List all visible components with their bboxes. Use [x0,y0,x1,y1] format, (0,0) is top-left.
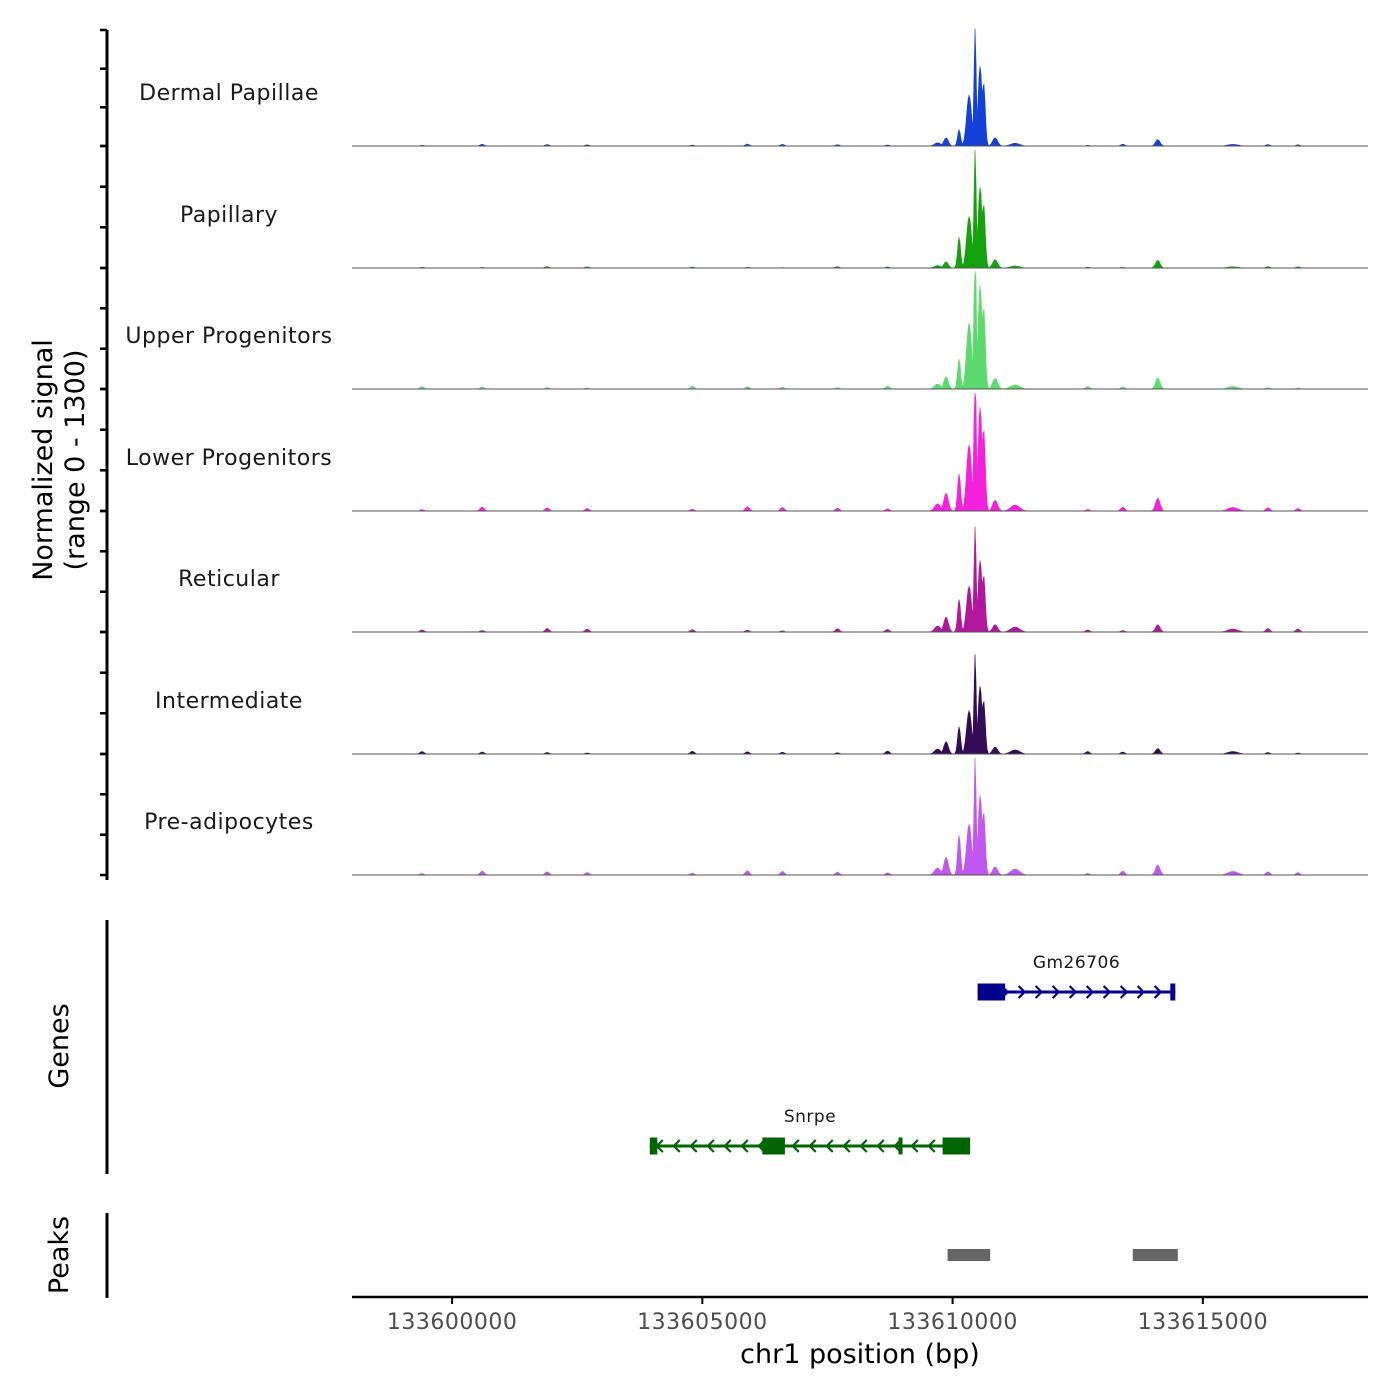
track-label-reticular: Reticular [178,567,280,592]
gene-strand-arrow [689,1139,698,1153]
track-label-papillary: Papillary [180,203,278,228]
peak-region [947,1249,991,1261]
track-label-intermediate: Intermediate [155,689,303,714]
track-label-dermal-papillae: Dermal Papillae [139,81,319,106]
coverage-track [352,757,1368,876]
peak-regions [947,1249,1178,1261]
gene-strand-arrow [1119,985,1129,999]
coverage-area [352,654,1368,755]
track-label-pre-adipocytes: Pre-adipocytes [144,810,314,835]
gene-exon [649,1137,658,1155]
gene-strand-arrow [1153,985,1163,999]
gene-model: Gm26706 [977,953,1176,1001]
coverage-track [352,149,1368,269]
gene-strand-arrow [740,1139,749,1153]
gene-strand-arrow [1051,985,1061,999]
gene-model: Snrpe [649,1107,971,1155]
genes-y-axis-title: Genes [44,1003,75,1088]
gene-strand-arrow [1068,985,1078,999]
x-tick-label: 133605000 [637,1310,767,1335]
track-label-lower-progenitors: Lower Progenitors [126,446,332,471]
gene-strand-arrow [808,1139,817,1153]
gene-strand-arrow [672,1139,681,1153]
coverage-area [352,28,1368,147]
gene-strand-arrow [910,1139,919,1153]
gene-strand-arrow [1085,985,1095,999]
coverage-y-axis-ticks [100,28,107,877]
gene-label: Gm26706 [1033,953,1120,973]
x-axis-ticks: 133600000 133605000 133610000 133615000 [387,1297,1268,1335]
gene-label: Snrpe [784,1107,836,1127]
genes-ylabel: Genes [44,1003,75,1088]
track-labels: Dermal Papillae Papillary Upper Progenit… [125,81,332,835]
gene-strand-arrow [723,1139,732,1153]
coverage-area [352,392,1368,512]
x-axis-title: chr1 position (bp) [740,1339,980,1370]
gene-exon [942,1137,971,1155]
gene-strand-arrow [1034,985,1044,999]
peaks-y-axis-title: Peaks [44,1216,75,1294]
coverage-ylabel-line2: (range 0 - 1300) [60,350,91,571]
gene-strand-arrow [825,1139,834,1153]
x-tick-label: 133610000 [887,1310,1017,1335]
gene-strand-arrow [1102,985,1112,999]
coverage-area [352,757,1368,876]
gene-models: Gm26706 Snrpe [649,953,1176,1155]
x-tick-label: 133615000 [1138,1310,1268,1335]
coverage-area [352,149,1368,269]
gene-strand-arrow [859,1139,868,1153]
coverage-track [352,28,1368,147]
peak-region [1132,1249,1178,1261]
coverage-area [352,526,1368,633]
coverage-area [352,270,1368,390]
gene-exon [1170,983,1176,1001]
gene-strand-arrow [706,1139,715,1153]
coverage-track [352,526,1368,633]
gene-exon [898,1137,903,1155]
x-tick-label: 133600000 [387,1310,517,1335]
gene-strand-arrow [927,1139,936,1153]
gene-strand-arrow [876,1139,885,1153]
coverage-track [352,654,1368,755]
coverage-tracks [352,28,1368,876]
gene-strand-arrow [791,1139,800,1153]
gene-strand-arrow [1136,985,1146,999]
gene-exon [977,983,1006,1001]
coverage-ylabel-line1: Normalized signal [28,339,59,581]
gene-strand-arrow [1017,985,1027,999]
coverage-track [352,270,1368,390]
coverage-y-axis-title: Normalized signal (range 0 - 1300) [28,339,91,581]
coverage-track [352,392,1368,512]
gene-strand-arrow [842,1139,851,1153]
peaks-ylabel: Peaks [44,1216,75,1294]
gene-exon [762,1137,785,1155]
track-label-upper-progenitors: Upper Progenitors [125,324,332,349]
